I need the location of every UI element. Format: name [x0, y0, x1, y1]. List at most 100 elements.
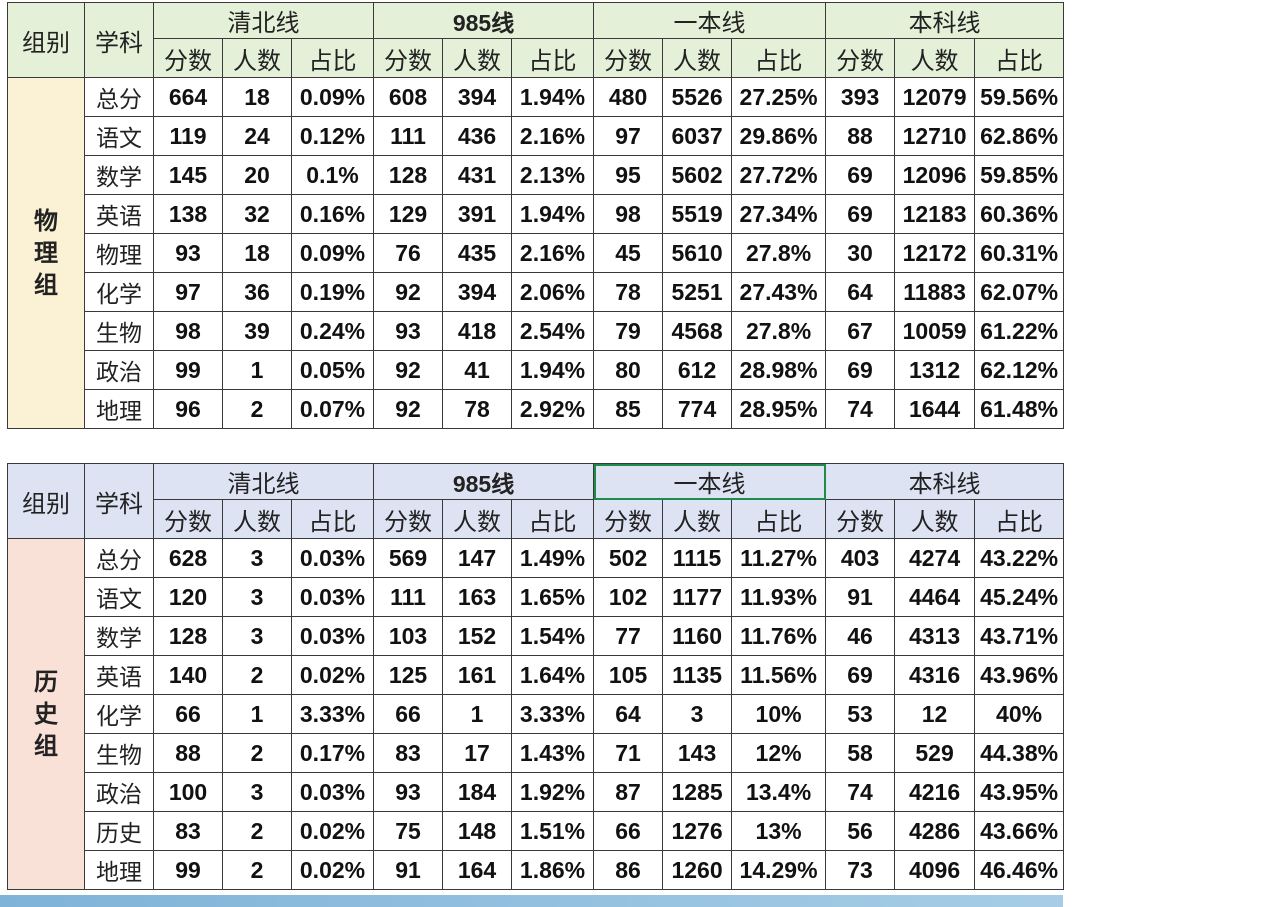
value-cell[interactable]: 2.16% [511, 233, 595, 273]
value-cell[interactable]: 30 [825, 233, 896, 273]
sub-header-cell[interactable]: 人数 [442, 38, 513, 78]
value-cell[interactable]: 43.22% [974, 538, 1065, 578]
value-cell[interactable]: 403 [825, 538, 896, 578]
sub-header-cell[interactable]: 分数 [373, 499, 444, 539]
value-cell[interactable]: 4316 [894, 655, 976, 695]
value-cell[interactable]: 98 [153, 311, 223, 351]
qingbei-line-header[interactable]: 清北线 [152, 463, 375, 500]
value-cell[interactable]: 2 [222, 733, 292, 773]
value-cell[interactable]: 46.46% [974, 850, 1065, 890]
value-cell[interactable]: 431 [442, 155, 513, 195]
value-cell[interactable]: 4464 [894, 577, 976, 617]
value-cell[interactable]: 612 [662, 350, 733, 390]
value-cell[interactable]: 5526 [662, 77, 733, 117]
value-cell[interactable]: 46 [825, 616, 896, 656]
value-cell[interactable]: 36 [222, 272, 292, 312]
subject-cell[interactable]: 政治 [84, 772, 154, 812]
value-cell[interactable]: 394 [442, 77, 513, 117]
value-cell[interactable]: 43.71% [974, 616, 1065, 656]
value-cell[interactable]: 27.8% [731, 233, 827, 273]
value-cell[interactable]: 111 [373, 577, 444, 617]
value-cell[interactable]: 96 [153, 389, 223, 429]
value-cell[interactable]: 0.16% [290, 194, 375, 234]
value-cell[interactable]: 4216 [894, 772, 976, 812]
value-cell[interactable]: 2.92% [511, 389, 595, 429]
group-label-cell[interactable]: 物理组 [7, 77, 85, 429]
sub-header-cell[interactable]: 分数 [593, 38, 664, 78]
group-header-cell[interactable]: 组别 [7, 463, 85, 539]
value-cell[interactable]: 129 [373, 194, 444, 234]
value-cell[interactable]: 69 [825, 350, 896, 390]
value-cell[interactable]: 138 [153, 194, 223, 234]
value-cell[interactable]: 12096 [894, 155, 976, 195]
value-cell[interactable]: 66 [373, 694, 444, 734]
value-cell[interactable]: 86 [593, 850, 664, 890]
value-cell[interactable]: 2.54% [511, 311, 595, 351]
value-cell[interactable]: 91 [825, 577, 896, 617]
value-cell[interactable]: 5602 [662, 155, 733, 195]
value-cell[interactable]: 56 [825, 811, 896, 851]
value-cell[interactable]: 45.24% [974, 577, 1065, 617]
sub-header-cell[interactable]: 人数 [894, 38, 976, 78]
sub-header-cell[interactable]: 占比 [290, 38, 375, 78]
value-cell[interactable]: 29.86% [731, 116, 827, 156]
value-cell[interactable]: 569 [373, 538, 444, 578]
value-cell[interactable]: 0.03% [290, 538, 375, 578]
value-cell[interactable]: 69 [825, 655, 896, 695]
subject-cell[interactable]: 地理 [84, 389, 154, 429]
value-cell[interactable]: 1.94% [511, 77, 595, 117]
value-cell[interactable]: 152 [442, 616, 513, 656]
value-cell[interactable]: 1285 [662, 772, 733, 812]
value-cell[interactable]: 2.16% [511, 116, 595, 156]
value-cell[interactable]: 97 [153, 272, 223, 312]
value-cell[interactable]: 67 [825, 311, 896, 351]
value-cell[interactable]: 0.03% [290, 616, 375, 656]
value-cell[interactable]: 27.8% [731, 311, 827, 351]
value-cell[interactable]: 0.03% [290, 772, 375, 812]
benke-line-header[interactable]: 本科线 [825, 463, 1065, 500]
value-cell[interactable]: 0.02% [290, 811, 375, 851]
value-cell[interactable]: 12% [731, 733, 827, 773]
line-985-header[interactable]: 985线 [373, 463, 595, 500]
value-cell[interactable]: 2.06% [511, 272, 595, 312]
value-cell[interactable]: 12079 [894, 77, 976, 117]
value-cell[interactable]: 39 [222, 311, 292, 351]
subject-cell[interactable]: 总分 [84, 538, 154, 578]
value-cell[interactable]: 125 [373, 655, 444, 695]
value-cell[interactable]: 98 [593, 194, 664, 234]
value-cell[interactable]: 1115 [662, 538, 733, 578]
value-cell[interactable]: 80 [593, 350, 664, 390]
sub-header-cell[interactable]: 分数 [825, 38, 896, 78]
value-cell[interactable]: 17 [442, 733, 513, 773]
yiben-line-header[interactable]: 一本线 [593, 2, 827, 39]
value-cell[interactable]: 502 [593, 538, 664, 578]
value-cell[interactable]: 0.1% [290, 155, 375, 195]
value-cell[interactable]: 664 [153, 77, 223, 117]
value-cell[interactable]: 100 [153, 772, 223, 812]
value-cell[interactable]: 27.34% [731, 194, 827, 234]
value-cell[interactable]: 83 [153, 811, 223, 851]
value-cell[interactable]: 102 [593, 577, 664, 617]
value-cell[interactable]: 11.76% [731, 616, 827, 656]
value-cell[interactable]: 1.65% [511, 577, 595, 617]
sub-header-cell[interactable]: 人数 [442, 499, 513, 539]
line-985-header[interactable]: 985线 [373, 2, 595, 39]
value-cell[interactable]: 24 [222, 116, 292, 156]
value-cell[interactable]: 88 [153, 733, 223, 773]
value-cell[interactable]: 3 [222, 538, 292, 578]
value-cell[interactable]: 1177 [662, 577, 733, 617]
sub-header-cell[interactable]: 分数 [153, 499, 223, 539]
subject-cell[interactable]: 英语 [84, 655, 154, 695]
value-cell[interactable]: 1644 [894, 389, 976, 429]
value-cell[interactable]: 103 [373, 616, 444, 656]
value-cell[interactable]: 59.85% [974, 155, 1065, 195]
value-cell[interactable]: 59.56% [974, 77, 1065, 117]
value-cell[interactable]: 0.02% [290, 655, 375, 695]
value-cell[interactable]: 1.94% [511, 350, 595, 390]
value-cell[interactable]: 11.27% [731, 538, 827, 578]
value-cell[interactable]: 66 [593, 811, 664, 851]
value-cell[interactable]: 64 [825, 272, 896, 312]
value-cell[interactable]: 12 [894, 694, 976, 734]
value-cell[interactable]: 91 [373, 850, 444, 890]
value-cell[interactable]: 76 [373, 233, 444, 273]
